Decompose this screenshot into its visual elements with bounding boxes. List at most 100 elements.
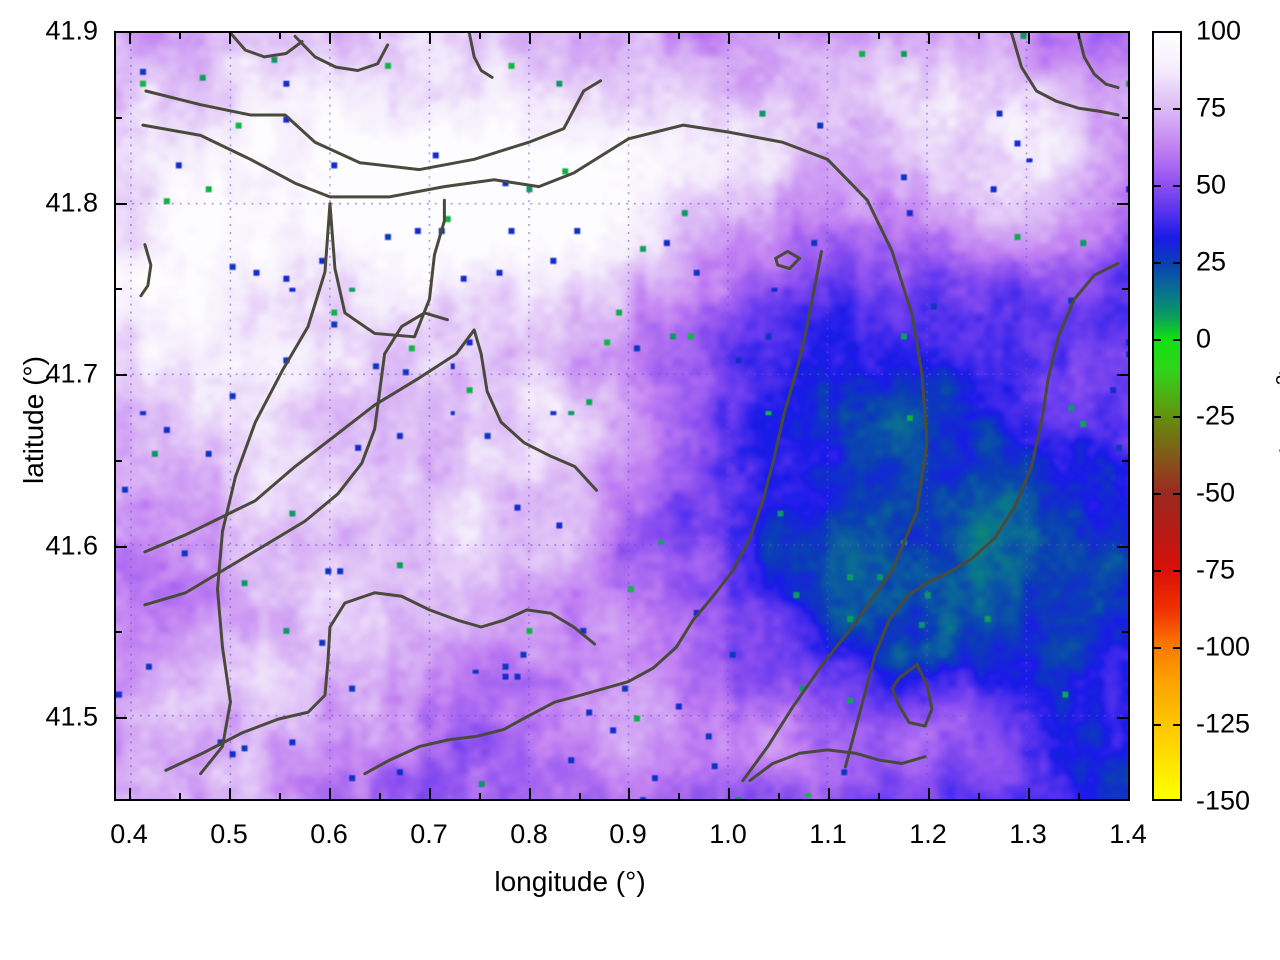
tick-mark <box>1117 31 1130 33</box>
tick-mark <box>329 788 331 801</box>
tick-mark <box>778 793 780 801</box>
x-axis-title: longitude (°) <box>494 866 646 897</box>
tick-mark <box>479 793 481 801</box>
y-tick-label: 41.5 <box>45 701 98 732</box>
tick-mark <box>329 31 331 44</box>
tick-mark <box>179 31 181 39</box>
colorbar-tick <box>1173 493 1182 495</box>
colorbar-tick <box>1152 108 1161 110</box>
colorbar-title-exponent: -2 <box>1273 374 1280 392</box>
tick-mark <box>579 31 581 39</box>
tick-mark <box>129 788 131 801</box>
colorbar-tick-label: -75 <box>1196 554 1236 585</box>
x-tick-label: 1.4 <box>1109 819 1147 849</box>
y-tick-label: 41.9 <box>45 15 98 46</box>
tick-mark <box>978 31 980 39</box>
colorbar-tick-label: -150 <box>1196 785 1251 816</box>
tick-mark <box>1128 788 1130 801</box>
tick-mark <box>529 788 531 801</box>
colorbar-tick <box>1152 724 1161 726</box>
tick-mark <box>114 203 127 205</box>
colorbar-tick <box>1152 647 1161 649</box>
contour-overlay <box>139 33 1120 783</box>
tick-mark <box>928 788 930 801</box>
tick-mark <box>1117 717 1130 719</box>
tick-mark <box>878 793 880 801</box>
tick-mark <box>628 788 630 801</box>
tick-mark <box>114 717 127 719</box>
tick-mark <box>114 460 122 462</box>
tick-mark <box>229 788 231 801</box>
tick-mark <box>579 793 581 801</box>
colorbar-tick-label: -100 <box>1196 631 1251 662</box>
x-tick-label: 0.9 <box>609 819 647 849</box>
colorbar-tick-label: 25 <box>1196 246 1227 277</box>
colorbar-title: G (W m-2) <box>1273 297 1280 557</box>
tick-mark <box>114 117 122 119</box>
tick-mark <box>1117 203 1130 205</box>
y-axis-title: latitude (°) <box>18 356 49 484</box>
colorbar-tick <box>1152 493 1161 495</box>
colorbar-tick <box>1173 724 1182 726</box>
colorbar-tick <box>1173 262 1182 264</box>
tick-mark <box>1028 788 1030 801</box>
colorbar-tick-label: -125 <box>1196 708 1251 739</box>
tick-mark <box>279 31 281 39</box>
tick-mark <box>1078 31 1080 39</box>
tick-mark <box>978 793 980 801</box>
tick-mark <box>778 31 780 39</box>
tick-mark <box>114 546 127 548</box>
colorbar-tick <box>1152 339 1161 341</box>
y-tick-label: 41.8 <box>45 187 98 218</box>
tick-mark <box>1122 117 1130 119</box>
heatmap-plot-area <box>114 31 1130 801</box>
tick-mark <box>678 31 680 39</box>
tick-mark <box>379 793 381 801</box>
tick-mark <box>728 788 730 801</box>
x-tick-label: 1.2 <box>909 819 947 849</box>
tick-mark <box>1117 546 1130 548</box>
colorbar-tick <box>1152 416 1161 418</box>
tick-mark <box>114 374 127 376</box>
tick-mark <box>479 31 481 39</box>
x-tick-label: 0.4 <box>110 819 148 849</box>
tick-mark <box>678 793 680 801</box>
colorbar-tick-label: 0 <box>1196 323 1212 354</box>
colorbar-tick-label: 75 <box>1196 92 1227 123</box>
tick-mark <box>1128 31 1130 44</box>
x-tick-label: 0.6 <box>310 819 348 849</box>
colorbar-tick <box>1173 185 1182 187</box>
tick-mark <box>1117 374 1130 376</box>
colorbar-tick <box>1152 185 1161 187</box>
tick-mark <box>728 31 730 44</box>
x-tick-label: 1.0 <box>709 819 747 849</box>
y-tick-label: 41.6 <box>45 530 98 561</box>
colorbar-tick <box>1173 647 1182 649</box>
tick-mark <box>429 788 431 801</box>
y-tick-label: 41.7 <box>45 358 98 389</box>
tick-mark <box>529 31 531 44</box>
colorbar-tick <box>1173 416 1182 418</box>
colorbar-tick-label: -50 <box>1196 477 1236 508</box>
tick-mark <box>1122 631 1130 633</box>
tick-mark <box>928 31 930 44</box>
x-tick-label: 1.1 <box>809 819 847 849</box>
heatmap-raster <box>116 33 1128 799</box>
colorbar-tick <box>1152 262 1161 264</box>
tick-mark <box>229 31 231 44</box>
tick-mark <box>828 31 830 44</box>
tick-mark <box>114 288 122 290</box>
tick-mark <box>179 793 181 801</box>
tick-mark <box>429 31 431 44</box>
colorbar-tick <box>1173 339 1182 341</box>
tick-mark <box>1122 460 1130 462</box>
x-tick-label: 0.5 <box>210 819 248 849</box>
colorbar-tick-label: -25 <box>1196 400 1236 431</box>
tick-mark <box>878 31 880 39</box>
tick-mark <box>114 631 122 633</box>
colorbar-tick-label: 100 <box>1196 15 1242 46</box>
x-tick-label: 1.3 <box>1009 819 1047 849</box>
colorbar-tick-label: 50 <box>1196 169 1227 200</box>
colorbar-tick <box>1173 108 1182 110</box>
colorbar-title-tail: ) <box>1275 365 1280 374</box>
